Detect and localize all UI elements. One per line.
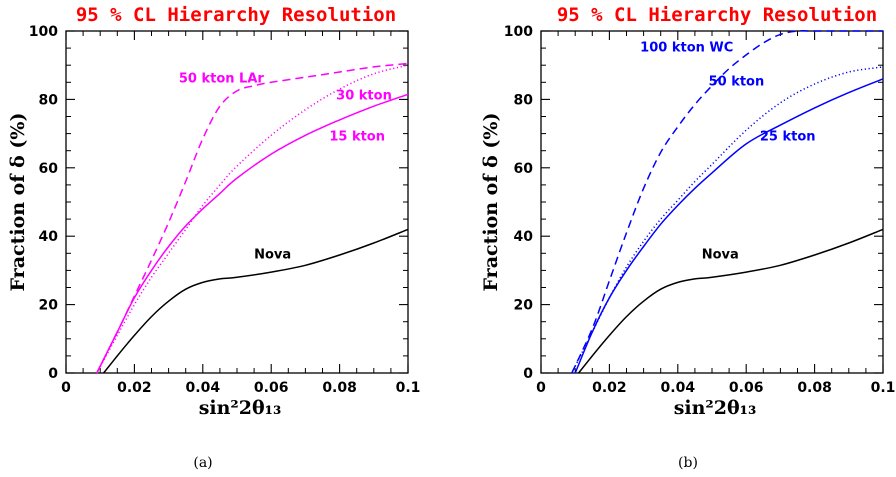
series-line-30-kton [96, 64, 409, 374]
panel-a-caption: (a) [193, 455, 212, 471]
y-tick-label: 40 [514, 229, 534, 245]
panel-b: 95 % CL Hierarchy Resolution 0 0.02 0.04 0.… [480, 4, 895, 471]
x-tick-label: 0.08 [797, 380, 832, 396]
x-tick-label: 0.1 [871, 380, 896, 396]
y-tick-label: 60 [39, 161, 59, 177]
panel-a: 95 % CL Hierarchy Resolution 0 0.02 0.04 0.… [7, 4, 420, 471]
panel-b-y-axis-label: Fraction of δ (%) [480, 113, 502, 292]
y-tick-label: 100 [29, 24, 58, 40]
panel-a-y-axis-label: Fraction of δ (%) [7, 113, 29, 292]
panel-a-x-axis-label: sin²2θ₁₃ [199, 397, 282, 419]
x-tick-label: 0 [536, 380, 546, 396]
curve-label: 30 kton [336, 88, 392, 103]
x-tick-label: 0.06 [254, 380, 289, 396]
x-tick-label: 0.04 [661, 380, 696, 396]
panel-b-x-axis-label: sin²2θ₁₃ [674, 397, 757, 419]
curve-label: 100 kton WC [640, 41, 733, 56]
series-line-100-kton-wc [571, 29, 883, 374]
x-tick-label: 0.1 [396, 380, 421, 396]
curve-label: Nova [702, 247, 739, 262]
y-tick-label: 100 [504, 24, 533, 40]
panel-a-title: 95 % CL Hierarchy Resolution [76, 4, 396, 26]
series-line-25-kton [574, 78, 884, 374]
curve-label: 50 kton [709, 75, 765, 90]
y-tick-label: 80 [39, 92, 59, 108]
series-line-nova [578, 228, 884, 374]
y-tick-label: 60 [514, 161, 534, 177]
curve-label: 50 kton LAr [179, 71, 265, 86]
curve-label: 25 kton [760, 129, 816, 144]
series-line-nova [103, 228, 409, 374]
y-tick-label: 40 [39, 229, 59, 245]
series-line-15-kton [96, 93, 409, 374]
series-line-50-kton-lar [96, 62, 409, 374]
panel-b-title: 95 % CL Hierarchy Resolution [557, 4, 877, 26]
y-tick-label: 0 [523, 366, 533, 382]
y-tick-label: 20 [39, 298, 59, 314]
panel-a-curve-labels: 50 kton LAr 30 kton 15 kton Nova [179, 71, 392, 262]
y-tick-label: 0 [48, 366, 58, 382]
panel-a-ticks: 0 0.02 0.04 0.06 0.08 0.1 0 20 40 60 80 100 [29, 24, 421, 396]
y-tick-label: 80 [514, 92, 534, 108]
y-tick-label: 20 [514, 298, 534, 314]
series-line-50-kton [571, 66, 884, 374]
panel-b-caption: (b) [678, 455, 698, 471]
panel-b-series [571, 29, 884, 374]
x-tick-label: 0.08 [322, 380, 357, 396]
panel-b-curve-labels: 100 kton WC 50 kton 25 kton Nova [640, 41, 815, 263]
curve-label: 15 kton [329, 129, 385, 144]
x-tick-label: 0.06 [729, 380, 764, 396]
x-tick-label: 0 [61, 380, 71, 396]
panel-b-ticks: 0 0.02 0.04 0.06 0.08 0.1 0 20 40 60 80 100 [504, 24, 896, 396]
x-tick-label: 0.04 [186, 380, 221, 396]
curve-label: Nova [254, 247, 291, 262]
x-tick-label: 0.02 [117, 380, 152, 396]
x-tick-label: 0.02 [592, 380, 627, 396]
panel-a-series [96, 62, 409, 374]
